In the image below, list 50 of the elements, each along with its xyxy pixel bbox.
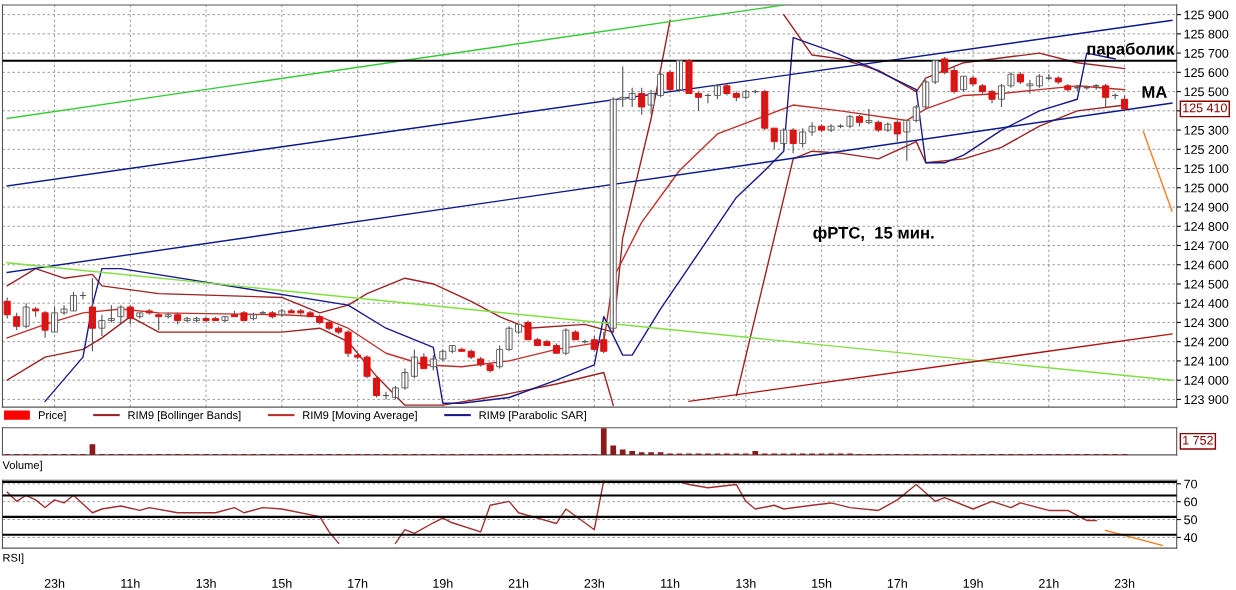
x-tick-label: 17h	[887, 578, 907, 588]
y-tick-label: 124 700	[1184, 241, 1229, 251]
y-tick-label: 60	[1184, 497, 1198, 507]
y-tick-label: 125 000	[1184, 183, 1229, 193]
x-axis-title: Volume]	[2, 460, 42, 472]
legend-label: RIM9 [Parabolic SAR]	[479, 410, 586, 422]
y-tick-label: 70	[1184, 479, 1198, 489]
y-tick-label: 125 600	[1184, 68, 1229, 77]
y-tick-label: 124 900	[1184, 202, 1229, 212]
y-tick-label: 40	[1183, 533, 1198, 543]
y-tick-label: 124 400	[1184, 299, 1229, 308]
y-tick-label: 125 100	[1184, 164, 1229, 174]
y-tick-label: 125 800	[1184, 29, 1229, 39]
y-tick-label: 125 300	[1184, 125, 1229, 135]
x-tick-label: 21h	[508, 578, 529, 588]
text: 125 410	[1183, 103, 1227, 113]
legend-label: Price]	[38, 410, 66, 422]
x-tick-label: 17h	[348, 578, 368, 588]
y-tick-label: 125 200	[1184, 145, 1229, 154]
y-tick-label: 124 800	[1184, 222, 1229, 231]
x-tick-label: 19h	[963, 578, 983, 588]
y-tick-label: 124 100	[1184, 356, 1229, 366]
annotation: MA	[1142, 86, 1167, 98]
x-tick-label: 15h	[272, 578, 292, 588]
y-tick-label: 124 300	[1184, 318, 1229, 328]
x-tick-label: 13h	[736, 578, 756, 588]
x-tick-label: 13h	[196, 578, 216, 588]
x-axis-title: RSI]	[3, 553, 24, 564]
annotation: параболик	[1087, 42, 1175, 59]
y-tick-label: 123 900	[1184, 395, 1229, 405]
x-tick-label: 11h	[661, 578, 680, 588]
y-tick-label: 124 500	[1184, 279, 1229, 289]
y-tick-label: 125 500	[1184, 87, 1229, 97]
x-tick-label: 21h	[1039, 578, 1059, 588]
y-tick-label: 124 000	[1184, 375, 1229, 385]
text: 1 752	[1183, 435, 1213, 445]
text: фРТС, 15 мин.	[813, 226, 934, 242]
x-tick-label: 23h	[584, 578, 604, 588]
y-tick-label: 50	[1184, 515, 1198, 525]
x-tick-label: 11h	[121, 578, 140, 588]
y-tick-label: 125 700	[1184, 48, 1229, 58]
x-tick-label: 19h	[433, 578, 453, 588]
y-tick-label: 125 900	[1184, 10, 1229, 20]
x-tick-label: 23h	[44, 578, 65, 588]
y-tick-label: 124 600	[1184, 260, 1229, 270]
x-tick-label: 23h	[1114, 578, 1135, 588]
x-tick-label: 15h	[812, 578, 832, 588]
legend-label: RIM9 [Moving Average]	[303, 410, 417, 422]
legend-label: RIM9 [Bollinger Bands]	[128, 410, 241, 422]
y-tick-label: 124 200	[1184, 337, 1229, 347]
